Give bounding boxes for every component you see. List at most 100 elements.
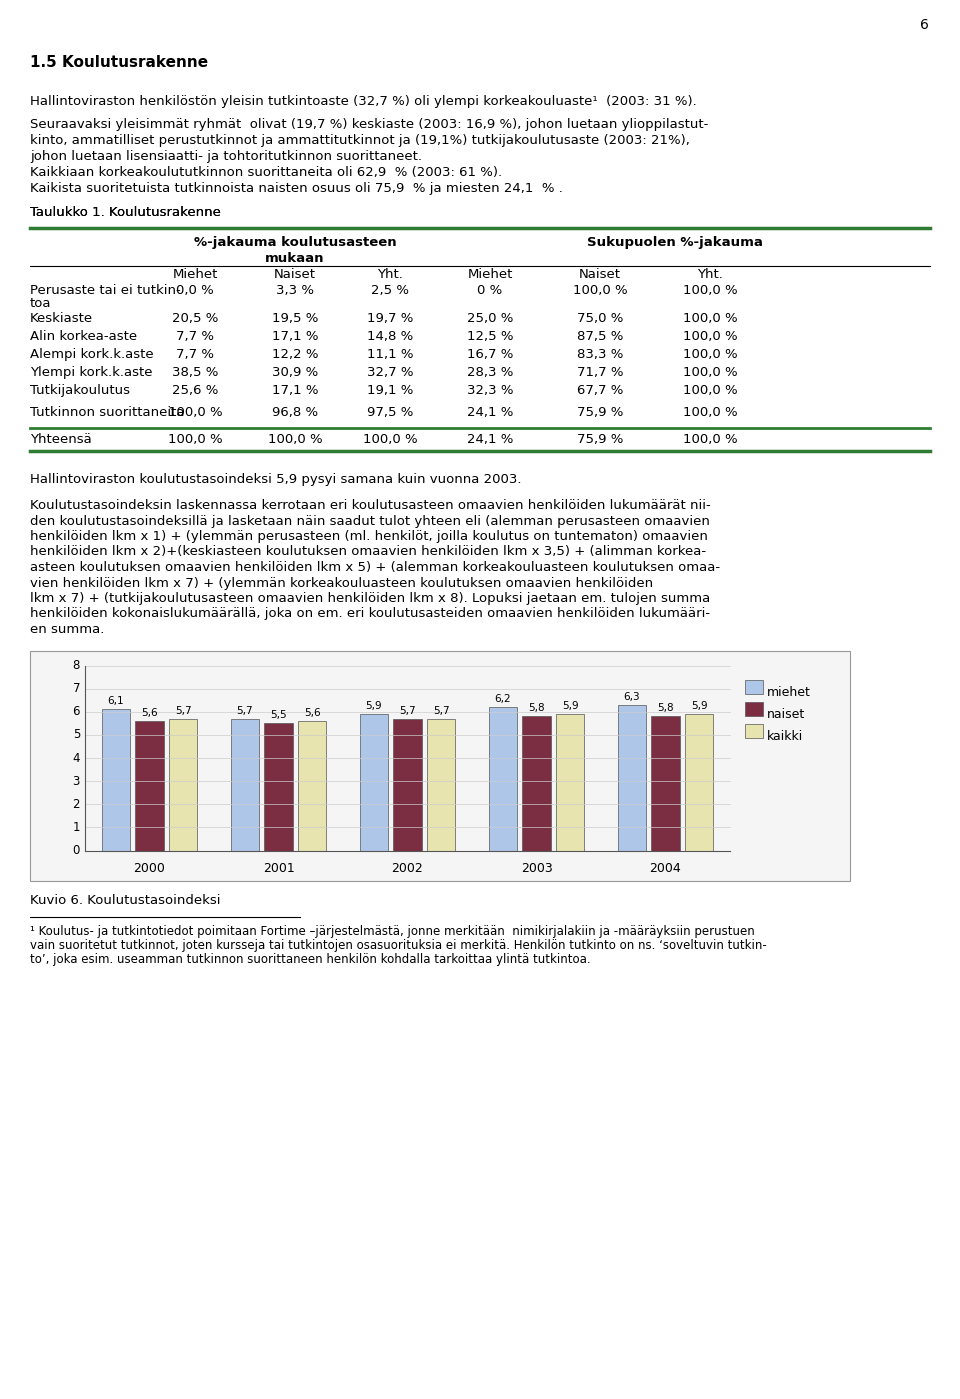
Text: Yhteensä: Yhteensä: [30, 434, 92, 446]
Text: 100,0 %: 100,0 %: [683, 284, 737, 297]
Text: Naiset: Naiset: [274, 269, 316, 281]
Text: 2004: 2004: [650, 863, 682, 876]
Text: 100,0 %: 100,0 %: [683, 406, 737, 418]
Text: 5,6: 5,6: [141, 708, 157, 718]
Text: 5,7: 5,7: [433, 705, 449, 716]
Bar: [230, 719, 259, 851]
Text: 0,0 %: 0,0 %: [176, 284, 214, 297]
Text: 97,5 %: 97,5 %: [367, 406, 413, 418]
Text: vien henkilöiden lkm x 7) + (ylemmän korkeakouluasteen koulutuksen omaavien henk: vien henkilöiden lkm x 7) + (ylemmän kor…: [30, 576, 653, 589]
Text: 5,7: 5,7: [237, 705, 253, 716]
Text: 8: 8: [73, 659, 80, 672]
Text: Alin korkea-aste: Alin korkea-aste: [30, 330, 137, 343]
Text: 30,9 %: 30,9 %: [272, 367, 318, 379]
Bar: [427, 719, 455, 851]
Text: 67,7 %: 67,7 %: [577, 383, 623, 397]
Text: 6: 6: [73, 705, 80, 718]
Text: miehet: miehet: [767, 687, 811, 700]
Text: 100,0 %: 100,0 %: [168, 406, 223, 418]
Text: 3: 3: [73, 775, 80, 788]
Bar: [394, 719, 421, 851]
Bar: [489, 706, 517, 851]
Text: Yht.: Yht.: [377, 269, 403, 281]
Text: 5,6: 5,6: [303, 708, 321, 718]
Bar: [264, 723, 293, 851]
Bar: [651, 716, 680, 851]
Text: 7: 7: [73, 683, 80, 695]
Text: 6: 6: [920, 18, 929, 32]
Text: toa: toa: [30, 297, 52, 311]
Text: henkilöiden lkm x 2)+(keskiasteen koulutuksen omaavien henkilöiden lkm x 3,5) + : henkilöiden lkm x 2)+(keskiasteen koulut…: [30, 546, 707, 558]
Text: Miehet: Miehet: [172, 269, 218, 281]
Bar: [684, 713, 713, 851]
Text: vain suoritetut tutkinnot, joten kursseja tai tutkintojen osasuorituksia ei merk: vain suoritetut tutkinnot, joten kurssej…: [30, 939, 767, 951]
Text: Tutkinnon suorittaneita: Tutkinnon suorittaneita: [30, 406, 184, 418]
Text: den koulutustasoindeksillä ja lasketaan näin saadut tulot yhteen eli (alemman pe: den koulutustasoindeksillä ja lasketaan …: [30, 515, 709, 527]
Text: 19,5 %: 19,5 %: [272, 312, 318, 325]
Text: 2: 2: [73, 797, 80, 811]
Text: 100,0 %: 100,0 %: [683, 367, 737, 379]
Text: 100,0 %: 100,0 %: [573, 284, 627, 297]
Text: Yht.: Yht.: [697, 269, 723, 281]
Text: 32,7 %: 32,7 %: [367, 367, 413, 379]
Text: Koulutustasoindeksin laskennassa kerrotaan eri koulutusasteen omaavien henkilöid: Koulutustasoindeksin laskennassa kerrota…: [30, 499, 710, 512]
Text: 14,8 %: 14,8 %: [367, 330, 413, 343]
Text: 5,7: 5,7: [175, 705, 191, 716]
Bar: [30, 651, 850, 880]
Text: Taulukko 1. Koulutusrakenne: Taulukko 1. Koulutusrakenne: [30, 206, 221, 220]
Text: 6,3: 6,3: [624, 693, 640, 702]
Text: %-jakauma koulutusasteen
mukaan: %-jakauma koulutusasteen mukaan: [194, 236, 396, 264]
Text: Hallintoviraston henkilöstön yleisin tutkintoaste (32,7 %) oli ylempi korkeakoul: Hallintoviraston henkilöstön yleisin tut…: [30, 95, 697, 108]
Text: Kuvio 6. Koulutustasoindeksi: Kuvio 6. Koulutustasoindeksi: [30, 894, 221, 908]
Text: en summa.: en summa.: [30, 623, 105, 637]
Text: 19,1 %: 19,1 %: [367, 383, 413, 397]
Text: Keskiaste: Keskiaste: [30, 312, 93, 325]
Text: 5,9: 5,9: [366, 701, 382, 711]
Text: kinto, ammatilliset perustutkinnot ja ammattitutkinnot ja (19,1%) tutkijakoulutu: kinto, ammatilliset perustutkinnot ja am…: [30, 134, 690, 147]
Text: 24,1 %: 24,1 %: [467, 434, 514, 446]
Text: 38,5 %: 38,5 %: [172, 367, 218, 379]
Text: to’, joka esim. useamman tutkinnon suorittaneen henkilön kohdalla tarkoittaa yli: to’, joka esim. useamman tutkinnon suori…: [30, 953, 590, 965]
Text: kaikki: kaikki: [767, 730, 804, 743]
Text: 1.5 Koulutusrakenne: 1.5 Koulutusrakenne: [30, 55, 208, 70]
Text: 6,1: 6,1: [108, 697, 124, 706]
Text: Kaikista suoritetuista tutkinnoista naisten osuus oli 75,9  % ja miesten 24,1  %: Kaikista suoritetuista tutkinnoista nais…: [30, 182, 563, 194]
Text: Ylempi kork.k.aste: Ylempi kork.k.aste: [30, 367, 153, 379]
Text: Sukupuolen %-jakauma: Sukupuolen %-jakauma: [588, 236, 763, 249]
Text: 2000: 2000: [133, 863, 165, 876]
Text: johon luetaan lisensiaatti- ja tohtoritutkinnon suorittaneet.: johon luetaan lisensiaatti- ja tohtoritu…: [30, 150, 422, 164]
Text: Miehet: Miehet: [468, 269, 513, 281]
Text: Seuraavaksi yleisimmät ryhmät  olivat (19,7 %) keskiaste (2003: 16,9 %), johon l: Seuraavaksi yleisimmät ryhmät olivat (19…: [30, 118, 708, 132]
Text: 100,0 %: 100,0 %: [168, 434, 223, 446]
Text: 6,2: 6,2: [494, 694, 512, 704]
Text: 100,0 %: 100,0 %: [268, 434, 323, 446]
Text: 5: 5: [73, 729, 80, 741]
Text: 2002: 2002: [392, 863, 423, 876]
Text: 7,7 %: 7,7 %: [176, 330, 214, 343]
Text: 83,3 %: 83,3 %: [577, 348, 623, 361]
Text: 20,5 %: 20,5 %: [172, 312, 218, 325]
Text: henkilöiden lkm x 1) + (ylemmän perusasteen (ml. henkilöt, joilla koulutus on tu: henkilöiden lkm x 1) + (ylemmän perusast…: [30, 530, 708, 543]
Text: 11,1 %: 11,1 %: [367, 348, 413, 361]
Text: 5,8: 5,8: [658, 704, 674, 713]
Text: 100,0 %: 100,0 %: [683, 383, 737, 397]
Text: Tutkijakoulutus: Tutkijakoulutus: [30, 383, 130, 397]
Text: 100,0 %: 100,0 %: [683, 312, 737, 325]
Text: 17,1 %: 17,1 %: [272, 330, 319, 343]
Text: 100,0 %: 100,0 %: [683, 348, 737, 361]
Text: 2,5 %: 2,5 %: [371, 284, 409, 297]
Bar: [298, 720, 326, 851]
Bar: [618, 705, 646, 851]
Text: Taulukko 1. Koulutusrakenne: Taulukko 1. Koulutusrakenne: [30, 206, 221, 220]
Text: 3,3 %: 3,3 %: [276, 284, 314, 297]
Text: 87,5 %: 87,5 %: [577, 330, 623, 343]
Text: 5,8: 5,8: [528, 704, 545, 713]
Text: 28,3 %: 28,3 %: [467, 367, 514, 379]
Text: 5,5: 5,5: [270, 711, 287, 720]
Text: Alempi kork.k.aste: Alempi kork.k.aste: [30, 348, 154, 361]
Text: 96,8 %: 96,8 %: [272, 406, 318, 418]
Text: 17,1 %: 17,1 %: [272, 383, 319, 397]
Text: 4: 4: [73, 751, 80, 764]
Text: 5,7: 5,7: [399, 705, 416, 716]
Text: 71,7 %: 71,7 %: [577, 367, 623, 379]
